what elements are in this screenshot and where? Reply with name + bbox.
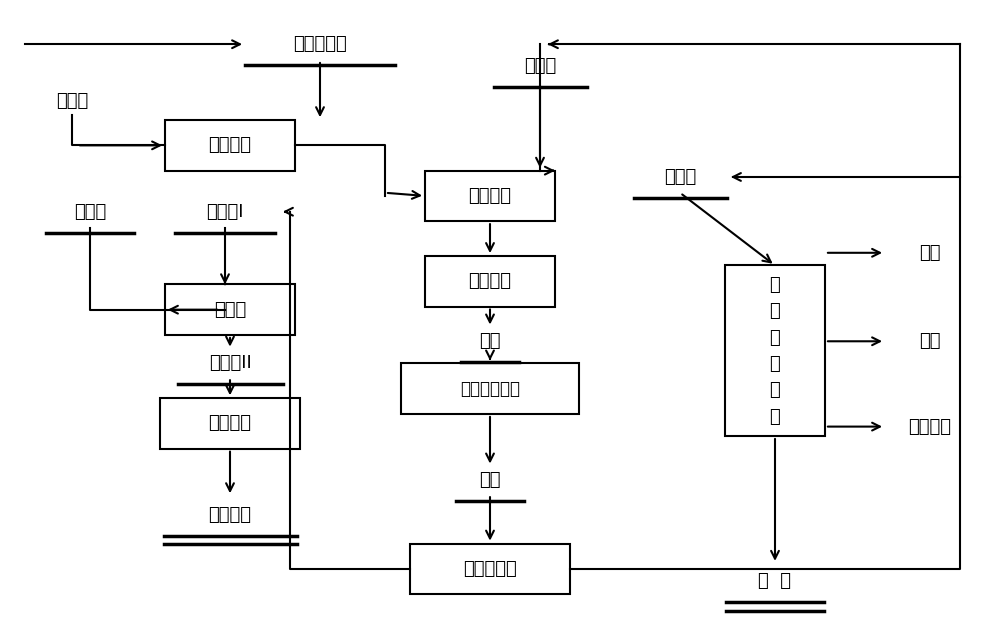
Text: 酸溶浸: 酸溶浸 — [214, 301, 246, 319]
Text: 浆化混料: 浆化混料 — [468, 187, 512, 205]
Text: 锂云母: 锂云母 — [524, 58, 556, 75]
FancyBboxPatch shape — [160, 398, 300, 449]
Text: 生料: 生料 — [479, 332, 501, 350]
Text: 浸出液: 浸出液 — [664, 168, 696, 186]
Text: 浸出渣II: 浸出渣II — [209, 355, 251, 372]
Text: 浸出渣I: 浸出渣I — [206, 203, 244, 221]
Text: 建材原料: 建材原料 — [208, 506, 252, 524]
Text: 钙质碱: 钙质碱 — [56, 92, 88, 110]
FancyBboxPatch shape — [410, 544, 570, 594]
FancyBboxPatch shape — [401, 363, 579, 414]
FancyBboxPatch shape — [165, 120, 295, 171]
Text: 成型干燥: 成型干燥 — [468, 272, 512, 290]
Text: 钙钠盐溶液: 钙钠盐溶液 — [293, 35, 347, 53]
Text: 选择性浸出: 选择性浸出 — [463, 560, 517, 578]
Text: 无机酸: 无机酸 — [74, 203, 106, 221]
Text: 钠盐: 钠盐 — [919, 244, 941, 262]
Text: 熟料: 熟料 — [479, 471, 501, 489]
Text: 高温固氟重构: 高温固氟重构 — [460, 380, 520, 398]
Text: 铷、铯盐: 铷、铯盐 — [908, 418, 952, 435]
FancyBboxPatch shape — [165, 284, 295, 335]
Text: 矿物加工: 矿物加工 — [208, 415, 252, 432]
Text: 锂  盐: 锂 盐 — [759, 573, 792, 590]
Text: 化
工
冶
金
提
取: 化 工 冶 金 提 取 — [770, 276, 780, 426]
Text: 钾盐: 钾盐 — [919, 332, 941, 350]
Text: 中和调制: 中和调制 — [208, 137, 252, 154]
FancyBboxPatch shape — [725, 265, 825, 436]
FancyBboxPatch shape — [425, 171, 555, 221]
FancyBboxPatch shape — [425, 256, 555, 307]
